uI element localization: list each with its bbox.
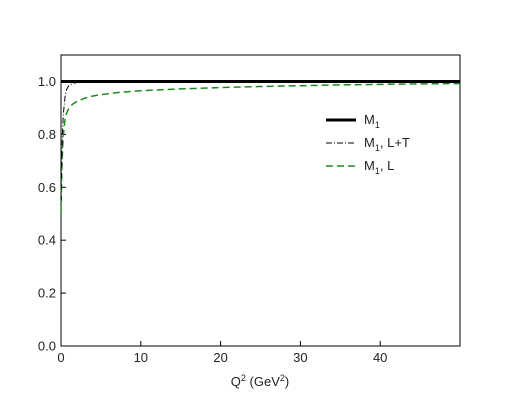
legend-label-m1-main: M	[364, 112, 375, 127]
legend-label-m1-sub: 1	[375, 120, 380, 130]
legend: M1 M1, L+T M1, L	[326, 112, 410, 176]
series-m1-l-line	[60, 82, 461, 214]
legend-label-m1-l-sub: 1	[375, 166, 380, 176]
y-tick-label: 0.6	[38, 180, 56, 195]
y-tick-label: 0.0	[38, 339, 56, 354]
legend-label-m1-l: M1, L	[364, 158, 394, 176]
y-tick-label: 0.2	[38, 286, 56, 301]
y-tick-label: 1.0	[38, 74, 56, 89]
legend-label-m1-lt-sub: 1	[375, 143, 380, 153]
x-axis-title-base-sup: 2	[241, 373, 246, 383]
x-tick-label: 30	[293, 350, 307, 365]
x-tick-label: 0	[57, 350, 64, 365]
y-tick-label: 0.8	[38, 127, 56, 142]
y-tick-label: 0.4	[38, 233, 56, 248]
x-tick-label: 20	[213, 350, 227, 365]
x-tick-label: 40	[373, 350, 387, 365]
plot-frame	[60, 54, 461, 347]
x-axis-title-close: )	[285, 374, 289, 389]
x-axis-title: Q2 (GeV2)	[231, 373, 289, 389]
legend-label-m1-l-main: M	[364, 158, 375, 173]
y-axis: 0.0 0.2 0.4 0.6 0.8 1.0	[38, 74, 66, 354]
x-axis-title-base: Q	[231, 374, 241, 389]
series-layer	[60, 80, 461, 214]
x-tick-label: 10	[134, 350, 148, 365]
legend-label-m1-lt-suffix: , L+T	[380, 135, 410, 150]
legend-label-m1-lt: M1, L+T	[364, 135, 410, 153]
x-axis-title-unit-sup: 2	[280, 373, 285, 383]
legend-label-m1-lt-main: M	[364, 135, 375, 150]
legend-label-m1-l-suffix: , L	[380, 158, 394, 173]
x-axis-title-unit: (GeV	[246, 374, 280, 389]
x-axis: 0 10 20 30 40	[57, 341, 387, 365]
legend-label-m1: M1	[364, 112, 380, 130]
